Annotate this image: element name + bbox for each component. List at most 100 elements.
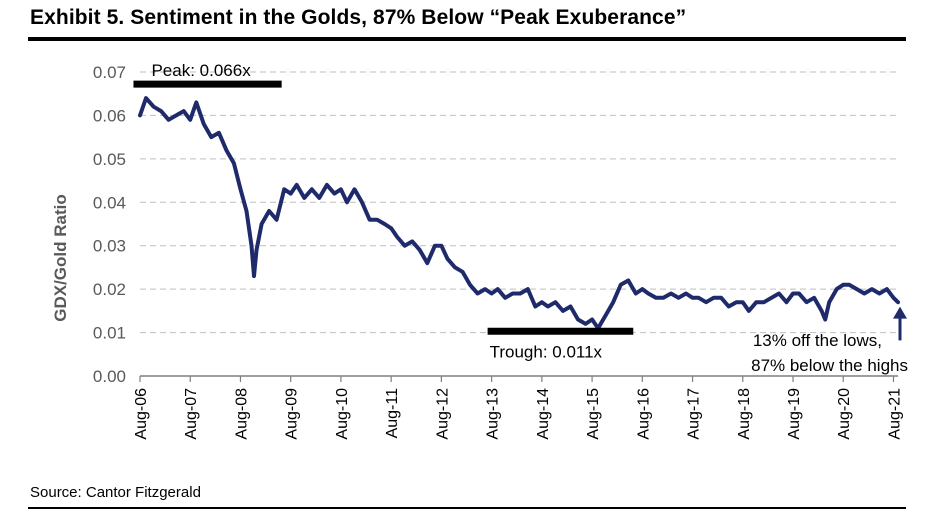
data-point — [490, 291, 494, 296]
x-tick-label: Aug-11 — [384, 388, 401, 439]
y-tick-label: 0.03 — [93, 237, 126, 256]
arrow-head — [893, 306, 907, 319]
data-point — [259, 222, 264, 226]
data-point — [367, 218, 372, 222]
data-point — [583, 322, 588, 326]
data-point — [383, 222, 387, 226]
data-point — [804, 300, 809, 304]
data-point — [847, 283, 851, 287]
data-point — [885, 287, 889, 291]
data-point — [224, 148, 228, 152]
data-point — [167, 118, 171, 122]
data-point — [217, 131, 221, 135]
x-tick-label: Aug-07 — [183, 388, 200, 440]
data-point — [345, 200, 349, 204]
data-point — [835, 287, 839, 291]
x-tick-label: Aug-14 — [535, 388, 552, 440]
data-point — [540, 300, 544, 304]
source-note: Source: Cantor Fitzgerald — [30, 484, 201, 501]
data-point — [188, 118, 192, 122]
data-point — [352, 187, 357, 191]
data-point — [433, 244, 437, 248]
data-point — [669, 291, 673, 296]
title-rule — [28, 37, 906, 41]
data-point — [425, 261, 429, 265]
y-tick-label: 0.07 — [93, 63, 126, 82]
data-point — [282, 187, 286, 191]
x-tick-label: Aug-21 — [886, 388, 903, 440]
data-point — [754, 300, 758, 304]
chart-title: Exhibit 5. Sentiment in the Golds, 87% B… — [30, 6, 687, 29]
data-point — [295, 183, 299, 187]
data-point — [640, 287, 644, 291]
data-point — [254, 248, 259, 252]
data-point — [690, 296, 695, 300]
data-point — [862, 291, 866, 296]
data-point — [453, 265, 457, 270]
data-point — [475, 291, 480, 296]
data-point — [244, 209, 249, 213]
data-point — [696, 296, 701, 300]
data-point — [174, 113, 178, 118]
data-point — [302, 196, 306, 200]
data-point — [619, 283, 623, 287]
data-point — [511, 291, 515, 296]
x-tick-label: Aug-19 — [786, 388, 803, 440]
data-point — [553, 300, 558, 304]
y-tick-label: 0.05 — [93, 150, 126, 169]
data-point — [460, 270, 465, 274]
data-point — [604, 313, 608, 317]
data-point — [194, 100, 198, 104]
data-point — [360, 200, 364, 204]
data-point — [827, 300, 831, 304]
series-points — [138, 96, 900, 330]
data-point — [896, 300, 900, 304]
data-point — [712, 296, 716, 300]
data-point — [747, 309, 751, 313]
data-point — [267, 209, 271, 213]
data-point — [249, 244, 254, 248]
data-point — [275, 218, 279, 222]
data-point — [797, 291, 801, 296]
x-tick-label: Aug-17 — [686, 388, 703, 440]
data-point — [891, 296, 896, 300]
data-point — [289, 192, 293, 196]
data-point — [468, 283, 472, 287]
data-point — [439, 244, 443, 248]
data-point — [252, 274, 256, 278]
data-point — [138, 113, 142, 118]
data-point — [855, 287, 859, 291]
data-point — [626, 278, 630, 283]
data-point — [719, 296, 723, 300]
data-point — [317, 196, 321, 200]
data-point — [483, 287, 487, 291]
data-point — [310, 187, 314, 191]
data-point — [661, 296, 666, 300]
data-point — [533, 304, 537, 309]
trough-annotation-label: Trough: 0.011x — [490, 342, 603, 361]
y-axis-ticks: 0.00 0.01 0.02 0.03 0.04 0.05 0.06 0.07 — [93, 63, 126, 386]
data-point — [503, 296, 507, 300]
y-tick-label: 0.01 — [93, 324, 126, 343]
data-point — [704, 300, 708, 304]
data-point — [568, 304, 573, 309]
data-point — [823, 317, 827, 322]
y-tick-label: 0.02 — [93, 280, 126, 299]
x-axis-ticks: Aug-06 Aug-07 Aug-08 Aug-09 Aug-10 Aug-11 Aug-… — [133, 376, 903, 440]
data-point — [684, 291, 688, 296]
x-tick-label: Aug-12 — [434, 388, 451, 440]
data-point — [232, 161, 236, 165]
data-point — [734, 300, 738, 304]
data-point — [159, 109, 163, 113]
data-point — [410, 239, 414, 243]
x-tick-label: Aug-13 — [485, 388, 502, 440]
x-tick-label: Aug-08 — [233, 388, 250, 440]
data-point — [395, 235, 399, 239]
data-point — [151, 105, 156, 109]
data-point — [870, 287, 874, 291]
data-point — [812, 296, 816, 300]
data-point — [877, 291, 882, 296]
latest-arrow-icon — [893, 306, 907, 341]
data-point — [496, 287, 500, 291]
